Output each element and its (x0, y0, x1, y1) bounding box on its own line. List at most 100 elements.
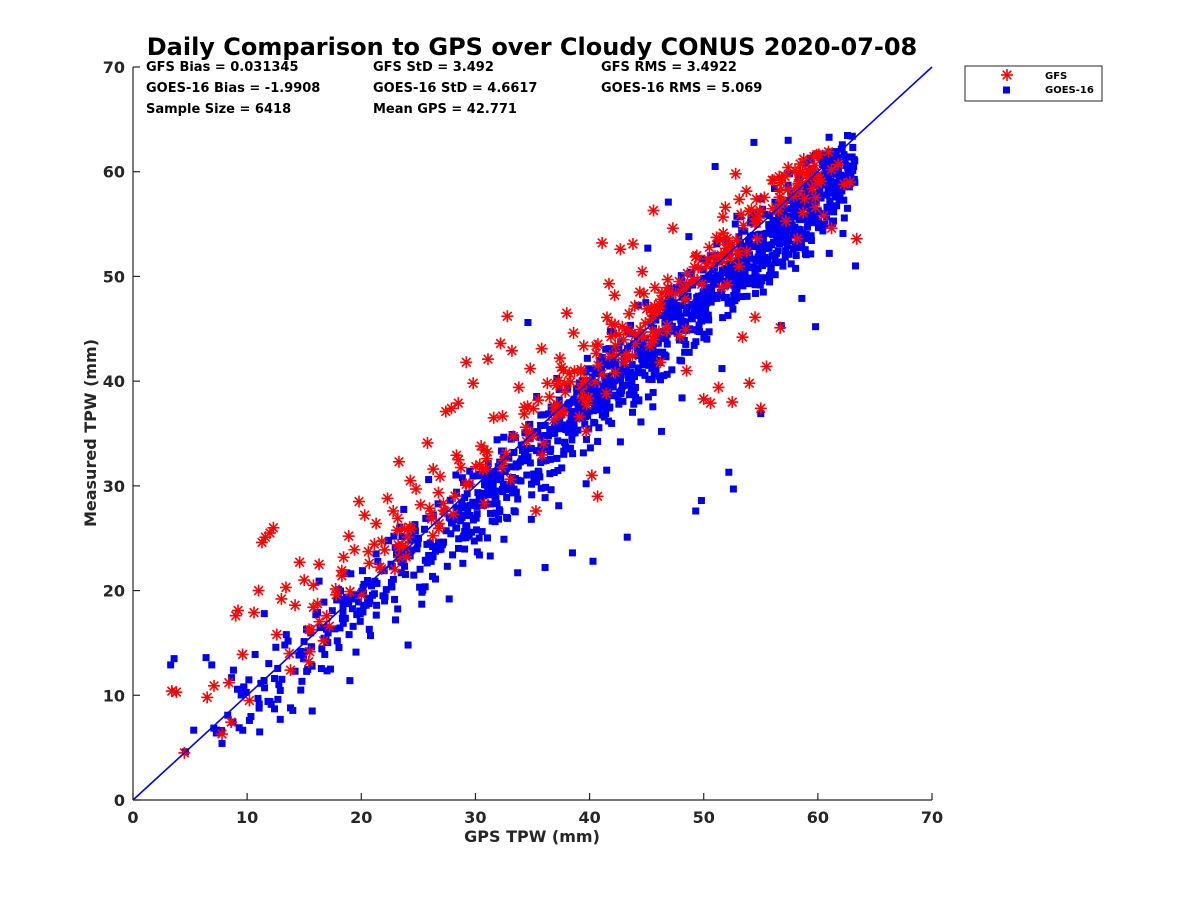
goes-16-point (228, 674, 236, 682)
goes-16-point (483, 481, 491, 489)
goes-16-point (681, 348, 689, 356)
y-tick-label: 50 (103, 267, 125, 286)
goes-16-point (547, 486, 555, 494)
goes-16-point (796, 216, 804, 224)
legend-label-gfs: GFS (1045, 71, 1067, 82)
goes-16-point (488, 517, 496, 525)
goes-16-point (625, 391, 633, 399)
gfs-point (270, 628, 283, 641)
goes-16-point (340, 596, 348, 604)
gfs-point (680, 364, 693, 377)
goes-16-point (650, 324, 658, 332)
goes-16-point (832, 148, 840, 156)
stat-goes-bias: GOES-16 Bias = -1.9908 (146, 81, 320, 96)
gfs-point (661, 273, 674, 286)
goes-16-point (730, 291, 738, 299)
goes-16-point (677, 272, 685, 280)
goes-16-point (510, 485, 518, 493)
goes-16-point (630, 387, 638, 395)
goes-16-point (462, 503, 470, 511)
goes-16-point (682, 340, 690, 348)
goes-16-point (784, 205, 792, 213)
goes-16-point (727, 273, 735, 281)
goes-16-point (418, 600, 426, 608)
gfs-point (524, 362, 537, 375)
goes-16-point (770, 252, 778, 260)
goes-16-point (491, 509, 499, 517)
goes-16-point (622, 364, 630, 372)
goes-16-point (665, 316, 673, 324)
gfs-point (358, 509, 371, 522)
goes-16-point (586, 444, 594, 452)
goes-16-point (692, 305, 700, 313)
goes-16-point (736, 274, 744, 282)
goes-16-point (308, 707, 316, 715)
goes-16-point (455, 509, 463, 517)
gfs-point (532, 394, 545, 407)
goes-16-point (639, 357, 647, 365)
goes-16-point (783, 226, 791, 234)
goes-16-point (830, 208, 838, 216)
goes-16-point (599, 360, 607, 368)
goes-16-point (605, 378, 613, 386)
goes-16-point (826, 197, 834, 205)
goes-16-point (360, 580, 368, 588)
x-tick-label: 30 (464, 808, 486, 827)
goes-16-point (218, 739, 226, 747)
y-tick-label: 70 (103, 58, 125, 77)
gfs-point (353, 495, 366, 508)
goes-16-point (208, 661, 216, 669)
goes-16-point (423, 559, 431, 567)
goes-16-point (603, 466, 611, 474)
gfs-point (216, 728, 229, 741)
goes-16-point (476, 470, 484, 478)
goes-16-point (461, 545, 469, 553)
goes-16-point (429, 572, 437, 580)
gfs-point (391, 524, 404, 537)
goes-16-point (695, 321, 703, 329)
goes-16-point (840, 196, 848, 204)
goes-16-point (466, 511, 474, 519)
gfs-point (363, 557, 376, 570)
goes-16-point (685, 233, 693, 241)
legend-goes-square-icon (1003, 86, 1010, 94)
gfs-point (609, 339, 622, 352)
goes-16-point (421, 583, 429, 591)
legend-label-goes: GOES-16 (1045, 85, 1094, 96)
goes-16-point (827, 177, 835, 185)
goes-16-point (690, 341, 698, 349)
goes-16-point (348, 605, 356, 613)
goes-16-point (600, 402, 608, 410)
goes-16-point (475, 551, 483, 559)
gfs-point (794, 157, 807, 170)
goes-16-point (819, 161, 827, 169)
goes-16-point (599, 382, 607, 390)
gfs-point (267, 521, 280, 534)
goes-16-point (583, 391, 591, 399)
goes-16-point (461, 493, 469, 501)
goes-16-point (759, 288, 767, 296)
gfs-point (537, 437, 550, 450)
goes-16-point (648, 364, 656, 372)
gfs-point (313, 615, 326, 628)
goes-16-point (541, 494, 549, 502)
gfs-point (568, 365, 581, 378)
legend: GFS GOES-16 (964, 65, 1103, 102)
goes-16-point (485, 488, 493, 496)
gfs-point (335, 564, 348, 577)
goes-16-point (245, 676, 253, 684)
goes-16-point (634, 364, 642, 372)
goes-16-point (356, 610, 364, 618)
gfs-point (225, 716, 238, 729)
goes-16-point (224, 711, 232, 719)
goes-16-point (474, 489, 482, 497)
gfs-point (636, 265, 649, 278)
goes-16-point (683, 303, 691, 311)
goes-16-point (833, 202, 841, 210)
goes-16-point (692, 338, 700, 346)
goes-16-point (676, 356, 684, 364)
gfs-point (673, 275, 686, 288)
gfs-point (669, 287, 682, 300)
goes-16-point (167, 661, 175, 669)
goes-16-point (622, 368, 630, 376)
